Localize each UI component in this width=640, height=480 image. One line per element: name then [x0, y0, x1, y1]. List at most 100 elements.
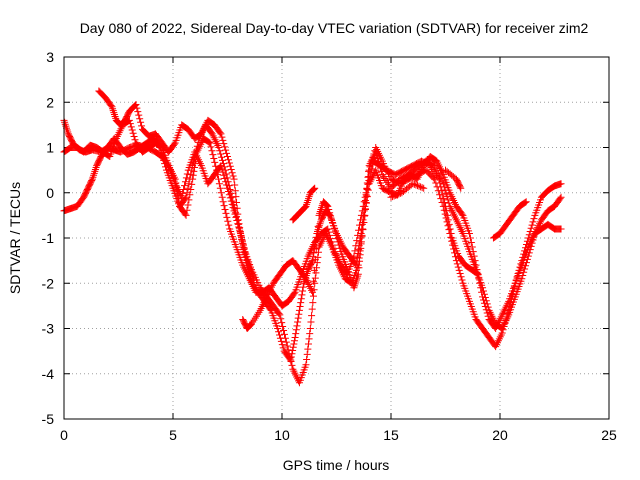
data-point	[222, 178, 230, 186]
data-point	[294, 314, 302, 322]
data-point	[229, 204, 237, 212]
data-point	[457, 273, 465, 281]
data-point	[175, 198, 183, 206]
data-point	[522, 198, 530, 206]
data-point	[331, 228, 339, 236]
data-point	[452, 257, 460, 265]
data-point	[512, 276, 520, 284]
data-point	[290, 290, 298, 298]
y-axis-label: SDTVAR / TECUs	[7, 182, 23, 294]
data-point	[484, 312, 492, 320]
data-point	[325, 206, 333, 214]
data-point	[525, 231, 533, 239]
data-point	[107, 101, 115, 109]
data-point	[275, 328, 283, 336]
data-point	[219, 136, 227, 144]
data-point	[190, 167, 198, 175]
data-point	[219, 168, 227, 176]
data-point	[353, 237, 361, 245]
data-point	[310, 266, 318, 274]
data-point	[289, 346, 297, 354]
data-point	[387, 193, 395, 201]
data-point	[309, 277, 317, 285]
data-point	[311, 184, 319, 192]
data-point	[304, 340, 312, 348]
data-point	[223, 213, 231, 221]
data-point	[526, 246, 534, 254]
axis-ticks: 0 5 10 15 20 25 -5 -4 -3 -2 -1 0 1 2 3	[42, 49, 617, 443]
data-point	[127, 123, 135, 131]
data-point	[276, 311, 284, 319]
data-point	[220, 140, 228, 148]
data-point	[519, 253, 527, 261]
y-tick-label: -3	[42, 321, 55, 337]
x-tick-label: 25	[601, 427, 617, 443]
data-point	[520, 250, 528, 258]
data-point	[185, 196, 193, 204]
data-point	[227, 197, 235, 205]
data-point	[323, 201, 331, 209]
data-point	[412, 181, 420, 189]
data-point	[211, 158, 219, 166]
data-point	[297, 299, 305, 307]
data-point	[515, 266, 523, 274]
data-point	[283, 342, 291, 350]
data-point	[417, 183, 425, 191]
data-point	[530, 215, 538, 223]
data-point	[479, 293, 487, 301]
data-point	[181, 182, 189, 190]
data-point	[125, 116, 133, 124]
data-point	[231, 187, 239, 195]
data-point	[355, 264, 363, 272]
data-point	[279, 323, 287, 331]
data-point	[217, 162, 225, 170]
data-point	[226, 162, 234, 170]
data-point	[474, 270, 482, 278]
data-point	[294, 318, 302, 326]
data-point	[324, 225, 332, 233]
data-point	[220, 171, 228, 179]
data-point	[288, 350, 296, 358]
data-point	[314, 222, 322, 230]
data-point	[180, 186, 188, 194]
data-point	[61, 120, 69, 128]
data-point	[481, 303, 489, 311]
y-tick-label: -4	[42, 366, 55, 382]
data-point	[224, 156, 232, 164]
y-tick-label: -5	[42, 411, 55, 427]
data-point	[220, 202, 228, 210]
data-point	[529, 218, 537, 226]
data-point	[225, 159, 233, 167]
data-point	[527, 224, 535, 232]
data-point	[377, 167, 385, 175]
data-point	[299, 287, 307, 295]
data-point	[181, 210, 189, 218]
data-point	[234, 220, 242, 228]
data-point	[217, 150, 225, 158]
data-point	[363, 185, 371, 193]
data-point	[137, 118, 145, 126]
data-point	[310, 249, 318, 257]
data-point	[225, 221, 233, 229]
data-point	[458, 210, 466, 218]
data-point	[292, 326, 300, 334]
data-point	[305, 335, 313, 343]
data-point	[354, 270, 362, 278]
data-point	[475, 275, 483, 283]
data-point	[230, 175, 238, 183]
data-point	[297, 295, 305, 303]
data-point	[392, 191, 400, 199]
data-point	[413, 182, 421, 190]
data-point	[325, 228, 333, 236]
data-point	[418, 184, 426, 192]
data-point	[302, 361, 310, 369]
data-point	[457, 184, 465, 192]
data-point	[361, 212, 369, 220]
data-point	[360, 218, 368, 226]
x-tick-label: 5	[169, 427, 177, 443]
data-point	[361, 206, 369, 214]
data-point	[333, 235, 341, 243]
y-tick-label: -2	[42, 275, 55, 291]
data-point	[280, 326, 288, 334]
